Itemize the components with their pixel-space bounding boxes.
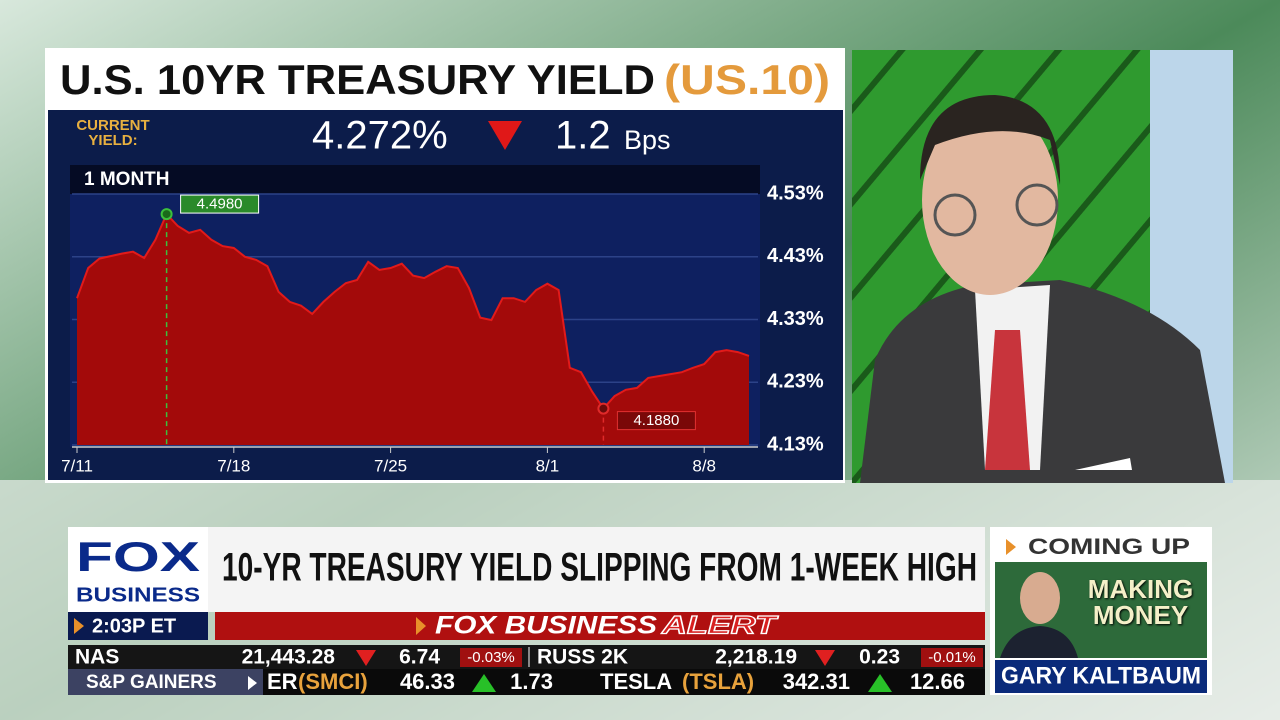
index-price: 21,443.28 bbox=[242, 646, 336, 669]
stock-change: 12.66 bbox=[910, 669, 965, 694]
clock: 2:03P ET bbox=[92, 615, 176, 637]
value-label-box bbox=[616, 411, 696, 431]
chart-symbol: (US.10) bbox=[664, 56, 830, 103]
alert-brand: FOX BUSINESS bbox=[435, 612, 657, 640]
down-arrow bbox=[488, 121, 522, 150]
show-title: MAKING MONEY bbox=[1087, 576, 1194, 630]
period-header bbox=[70, 165, 760, 194]
stock-change: 1.73 bbox=[510, 669, 553, 694]
x-tick-label: 8/1 bbox=[536, 456, 560, 475]
chart-title: U.S. 10YR TREASURY YIELD bbox=[60, 56, 655, 103]
value-label-box bbox=[180, 194, 260, 214]
percent-box bbox=[921, 648, 983, 667]
y-tick-label: 4.43% bbox=[767, 245, 824, 267]
index-change: 6.74 bbox=[399, 646, 440, 669]
x-tick-label: 7/18 bbox=[217, 456, 250, 475]
x-tick-label: 7/25 bbox=[374, 456, 407, 475]
quote-label-box: CURRENT YIELD: bbox=[76, 118, 150, 149]
down-arrow bbox=[356, 650, 376, 666]
index-price: 2,218.19 bbox=[715, 646, 797, 669]
guest-bar bbox=[995, 660, 1207, 693]
up-arrow bbox=[472, 674, 496, 692]
glasses bbox=[1015, 183, 1059, 227]
stock-name: ER bbox=[267, 669, 298, 694]
headline-bar bbox=[68, 527, 985, 612]
index-change: 0.23 bbox=[859, 646, 900, 669]
line bbox=[76, 212, 750, 411]
stock-symbol: (TSLA) bbox=[682, 669, 754, 694]
pocket-square bbox=[1075, 458, 1132, 470]
stock-price: 342.31 bbox=[783, 669, 850, 694]
x-tick-label: 8/8 bbox=[692, 456, 716, 475]
yield-change: 1.2 bbox=[555, 114, 611, 158]
hair bbox=[920, 95, 1061, 185]
percent-box bbox=[460, 648, 522, 667]
logo-top: FOX bbox=[76, 533, 200, 580]
section-arrow bbox=[248, 676, 257, 690]
coming-up-arrow bbox=[1006, 539, 1016, 555]
ticker-row bbox=[68, 645, 985, 669]
y-tick-label: 4.23% bbox=[767, 371, 824, 393]
y-tick-label: 4.53% bbox=[767, 182, 824, 204]
period-label: 1 MONTH bbox=[84, 169, 170, 190]
logo-bottom: BUSINESS bbox=[76, 584, 200, 606]
change-unit: Bps bbox=[624, 125, 671, 155]
coming-up-label: COMING UP bbox=[1028, 534, 1190, 559]
index-percent: -0.03% bbox=[467, 649, 515, 666]
value-label: 4.4980 bbox=[197, 196, 243, 213]
alert-tag: ALERT bbox=[661, 612, 780, 640]
host-face bbox=[1020, 572, 1060, 624]
index-name: RUSS 2K bbox=[537, 646, 628, 669]
y-tick-label: 4.13% bbox=[767, 433, 824, 455]
section-box bbox=[68, 669, 263, 695]
current-yield: 4.272% bbox=[312, 114, 448, 158]
index-name: NAS bbox=[75, 646, 119, 669]
show-title-box: MAKING MONEY bbox=[1087, 576, 1194, 630]
time-box bbox=[68, 612, 208, 640]
headline: 10-YR TREASURY YIELD SLIPPING FROM 1-WEE… bbox=[222, 546, 977, 590]
separator bbox=[528, 647, 530, 667]
y-tick-label: 4.33% bbox=[767, 308, 824, 330]
area bbox=[77, 214, 749, 445]
value-label: 4.1880 bbox=[633, 412, 679, 429]
tie bbox=[985, 330, 1030, 470]
marker bbox=[160, 208, 173, 221]
quote-label: CURRENT YIELD: bbox=[76, 118, 150, 149]
stock-price: 46.33 bbox=[400, 669, 455, 694]
alert-arrow bbox=[416, 617, 426, 635]
index-percent: -0.01% bbox=[928, 649, 976, 666]
marker bbox=[597, 402, 610, 415]
logo-box bbox=[68, 527, 208, 612]
host-suit bbox=[1000, 626, 1078, 658]
x-tick-label: 7/11 bbox=[61, 456, 93, 475]
stock-symbol: (SMCI) bbox=[298, 669, 368, 694]
glasses bbox=[933, 193, 977, 237]
down-arrow bbox=[815, 650, 835, 666]
section-label: S&P GAINERS bbox=[86, 672, 217, 693]
time-arrow bbox=[74, 618, 84, 634]
up-arrow bbox=[868, 674, 892, 692]
alert-bar bbox=[215, 612, 985, 640]
plot: 4.13% 4.23% 4.33% 4.43% 4.53% 7/11 7/18 7/25 8/1… bbox=[61, 182, 824, 475]
stock-name: TESLA bbox=[600, 669, 672, 694]
guest-name: GARY KALTBAUM bbox=[1001, 662, 1201, 689]
face bbox=[922, 105, 1058, 295]
video-feed bbox=[852, 50, 1233, 483]
